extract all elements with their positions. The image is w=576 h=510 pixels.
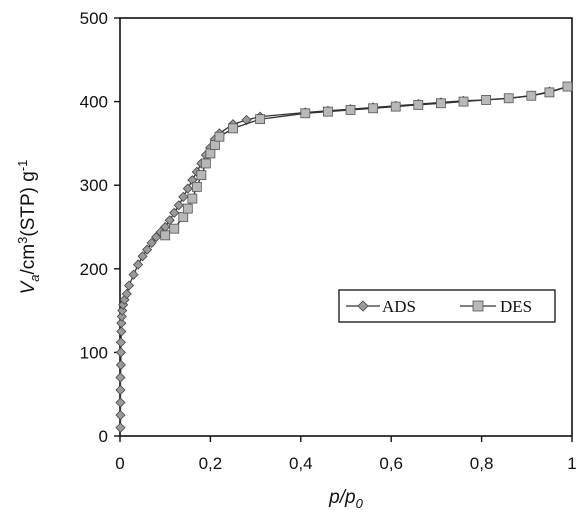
y-tick-label: 0 xyxy=(99,427,108,446)
point-ads xyxy=(115,410,126,421)
legend-item-des: DES xyxy=(460,297,532,316)
point-ads xyxy=(142,244,153,255)
point-ads xyxy=(123,280,135,291)
point-des xyxy=(481,95,492,105)
point-des xyxy=(228,123,238,134)
point-ads xyxy=(116,318,127,329)
y-label-sup: 3 xyxy=(15,237,30,244)
x-axis-ticks: 0 0,2 0,4 0,6 0,8 1 xyxy=(115,436,576,473)
point-ads xyxy=(115,347,126,358)
point-des xyxy=(390,101,401,112)
point-des xyxy=(191,181,202,192)
point-ads xyxy=(173,200,184,211)
point-des xyxy=(214,131,225,142)
point-des xyxy=(368,103,379,114)
x-tick-label: 0,4 xyxy=(289,454,313,473)
point-des xyxy=(562,81,573,92)
point-ads xyxy=(115,397,126,408)
y-axis-label: Va/cm3(STP) g-1 xyxy=(15,160,42,295)
point-des xyxy=(503,93,514,104)
series-layer xyxy=(115,81,573,433)
point-ads xyxy=(241,114,252,126)
x-axis-label-sub: 0 xyxy=(356,496,364,510)
y-tick-label: 100 xyxy=(80,343,108,362)
y-axis-ticks: 0 100 200 300 400 500 xyxy=(80,9,120,446)
legend-des-label: DES xyxy=(500,297,532,316)
point-ads xyxy=(121,288,132,299)
x-tick-label: 0 xyxy=(115,454,124,473)
point-ads xyxy=(133,259,144,270)
point-ads xyxy=(178,191,189,202)
series-line-des xyxy=(164,85,568,236)
point-ads xyxy=(115,359,126,371)
point-des xyxy=(300,108,311,119)
point-ads xyxy=(116,311,127,322)
y-tick-label: 500 xyxy=(80,9,108,28)
legend-item-ads: ADS xyxy=(346,297,416,316)
point-des xyxy=(255,114,266,125)
point-des xyxy=(544,87,555,98)
y-label-mid: (STP) g xyxy=(18,171,39,236)
y-label-sub: a xyxy=(27,274,42,281)
point-des xyxy=(436,98,446,109)
point-des xyxy=(196,170,207,181)
y-label-sup2: -1 xyxy=(15,160,30,172)
series-des xyxy=(160,81,573,241)
x-tick-label: 0,2 xyxy=(199,454,223,473)
series-ads xyxy=(115,81,573,433)
point-ads xyxy=(115,337,126,348)
legend-des-square-icon xyxy=(472,300,484,312)
point-des xyxy=(160,230,171,241)
legend: ADS DES xyxy=(338,289,556,323)
x-axis-label-main: p/p xyxy=(328,487,355,508)
y-label-var: V xyxy=(18,279,39,294)
point-des xyxy=(323,106,333,117)
x-axis-label: p/p0 xyxy=(328,487,363,510)
plot-frame xyxy=(119,17,573,437)
y-tick-label: 300 xyxy=(80,176,108,195)
point-des xyxy=(182,203,193,214)
x-tick-label: 0,6 xyxy=(379,454,403,473)
y-tick-label: 200 xyxy=(80,260,108,279)
x-tick-label: 0,8 xyxy=(470,454,494,473)
point-ads xyxy=(115,422,126,433)
point-des xyxy=(169,223,180,234)
point-ads xyxy=(169,207,180,218)
point-des xyxy=(210,140,220,150)
point-des xyxy=(526,90,537,101)
point-des xyxy=(205,148,216,159)
point-ads xyxy=(115,372,126,383)
y-tick-label: 400 xyxy=(80,93,108,112)
legend-ads-label: ADS xyxy=(382,297,416,316)
point-ads xyxy=(116,326,127,337)
point-des xyxy=(458,96,469,107)
point-des xyxy=(200,158,211,169)
series-line-ads xyxy=(119,85,568,428)
point-des xyxy=(345,105,356,115)
legend-ads-diamond-icon xyxy=(357,300,369,312)
x-tick-label: 1 xyxy=(567,454,576,473)
point-ads xyxy=(137,251,148,262)
point-des xyxy=(187,193,198,204)
point-ads xyxy=(115,384,126,396)
point-des xyxy=(178,212,189,222)
point-ads xyxy=(182,183,193,194)
point-des xyxy=(413,100,424,110)
point-ads xyxy=(128,269,139,280)
y-label-pre: /cm xyxy=(18,244,39,275)
point-ads xyxy=(146,237,157,248)
